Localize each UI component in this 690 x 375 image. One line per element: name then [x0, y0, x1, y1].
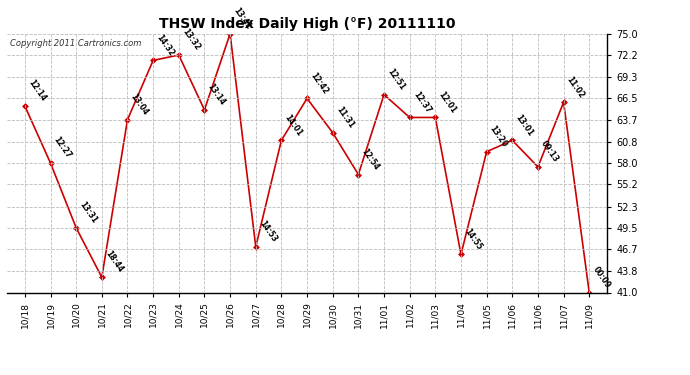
Text: 13:32: 13:32	[180, 27, 201, 52]
Text: 11:02: 11:02	[565, 75, 586, 99]
Text: 12:37: 12:37	[411, 90, 433, 115]
Text: 14:32: 14:32	[155, 33, 176, 58]
Text: 14:53: 14:53	[257, 219, 278, 244]
Text: 13:31: 13:31	[77, 200, 99, 225]
Text: Copyright 2011 Cartronics.com: Copyright 2011 Cartronics.com	[10, 39, 141, 48]
Text: 13:14: 13:14	[206, 82, 227, 107]
Text: 00:09: 00:09	[591, 265, 612, 290]
Text: 12:42: 12:42	[308, 71, 330, 96]
Text: 09:13: 09:13	[540, 139, 560, 164]
Text: 12:27: 12:27	[52, 135, 73, 160]
Text: 14:55: 14:55	[462, 227, 484, 252]
Text: 12:14: 12:14	[26, 78, 48, 103]
Text: 13:20: 13:20	[488, 124, 509, 149]
Text: 13:41: 13:41	[231, 6, 253, 31]
Text: 12:01: 12:01	[437, 90, 458, 115]
Text: 12:54: 12:54	[359, 147, 381, 172]
Text: 14:01: 14:01	[283, 112, 304, 138]
Text: 13:01: 13:01	[513, 112, 535, 138]
Text: 13:04: 13:04	[129, 92, 150, 117]
Text: 12:51: 12:51	[386, 67, 406, 92]
Text: 18:44: 18:44	[104, 249, 124, 274]
Text: 11:31: 11:31	[334, 105, 355, 130]
Title: THSW Index Daily High (°F) 20111110: THSW Index Daily High (°F) 20111110	[159, 17, 455, 31]
